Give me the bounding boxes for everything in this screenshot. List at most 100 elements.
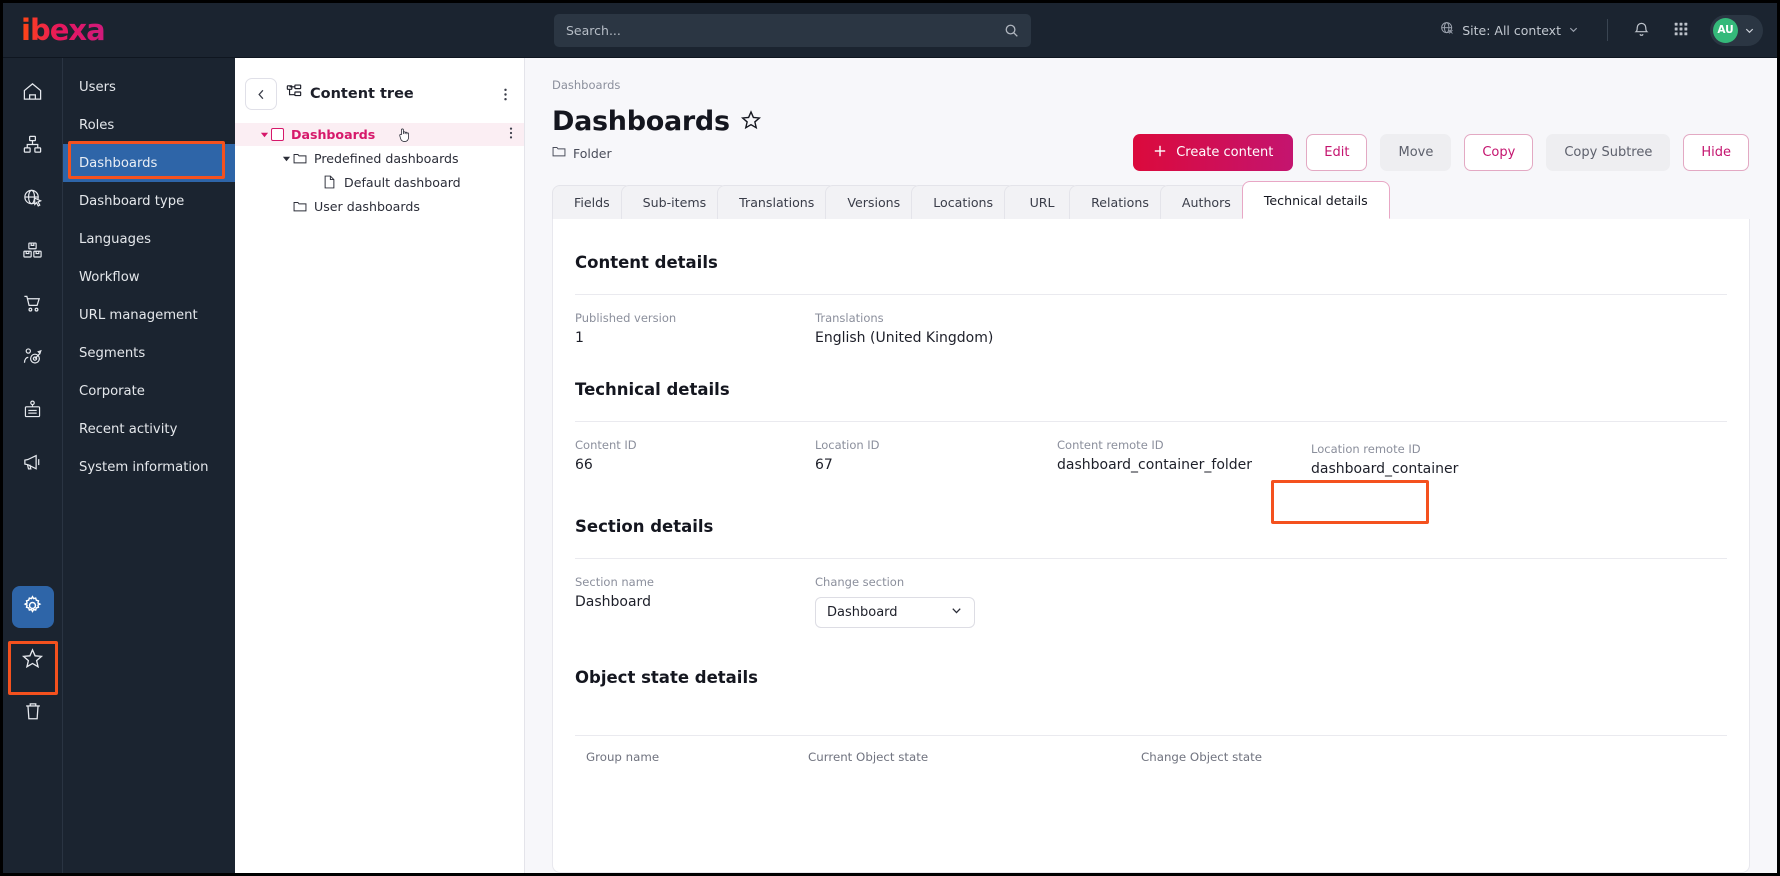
menu-item-dashboard-type[interactable]: Dashboard type bbox=[63, 182, 235, 220]
technical-details-fields: Content ID 66 Location ID 67 Content rem… bbox=[575, 438, 1727, 483]
avatar: AU bbox=[1713, 17, 1738, 43]
field-value: 67 bbox=[815, 457, 833, 473]
admin-menu: Users Roles Dashboards Dashboard type La… bbox=[62, 58, 235, 873]
column-header-group-name: Group name bbox=[586, 750, 660, 764]
chevron-down-icon[interactable] bbox=[257, 130, 271, 139]
rail-item-personalization[interactable] bbox=[12, 337, 54, 379]
edit-button[interactable]: Edit bbox=[1306, 134, 1368, 171]
menu-item-recent-activity[interactable]: Recent activity bbox=[63, 410, 235, 448]
apps-grid-icon[interactable] bbox=[1672, 20, 1692, 40]
menu-item-roles[interactable]: Roles bbox=[63, 106, 235, 144]
page-title: Dashboards bbox=[552, 106, 730, 137]
bookmark-star-icon[interactable] bbox=[740, 109, 762, 135]
tab-authors[interactable]: Authors bbox=[1159, 185, 1253, 219]
rail-item-admin[interactable] bbox=[11, 586, 54, 628]
user-menu[interactable]: AU bbox=[1710, 14, 1763, 46]
search-icon bbox=[1004, 23, 1019, 38]
plus-icon bbox=[1153, 144, 1167, 162]
tree-node-default-dashboard[interactable]: Default dashboard bbox=[235, 170, 524, 194]
rail-item-home[interactable] bbox=[12, 72, 54, 114]
create-content-button[interactable]: Create content bbox=[1133, 134, 1294, 171]
change-section-value: Dashboard bbox=[827, 605, 898, 620]
field-label: Content remote ID bbox=[1057, 438, 1164, 452]
menu-item-label: Workflow bbox=[79, 269, 140, 285]
divider bbox=[1607, 19, 1608, 41]
field-label: Content ID bbox=[575, 438, 637, 452]
field-value: dashboard_container_folder bbox=[1057, 457, 1253, 473]
chevron-down-icon bbox=[1744, 21, 1755, 40]
tab-locations[interactable]: Locations bbox=[911, 185, 1016, 219]
tree-node-options-icon[interactable] bbox=[504, 126, 518, 143]
chevron-down-icon bbox=[1568, 23, 1579, 38]
rail-item-customer[interactable] bbox=[12, 390, 54, 432]
content-tree-header: Content tree bbox=[235, 71, 524, 117]
copy-button[interactable]: Copy bbox=[1464, 134, 1534, 171]
chevron-down-icon[interactable] bbox=[279, 154, 293, 163]
tab-fields[interactable]: Fields bbox=[552, 185, 632, 219]
hide-button[interactable]: Hide bbox=[1683, 134, 1749, 171]
rail-item-trash[interactable] bbox=[12, 692, 54, 734]
tab-sub-items[interactable]: Sub-items bbox=[620, 185, 729, 219]
copy-subtree-button[interactable]: Copy Subtree bbox=[1546, 134, 1671, 171]
target-user-icon bbox=[22, 346, 43, 371]
globe-icon bbox=[1440, 21, 1455, 39]
change-section-select[interactable]: Dashboard bbox=[815, 597, 975, 628]
menu-item-segments[interactable]: Segments bbox=[63, 334, 235, 372]
logo[interactable]: ibexa bbox=[3, 3, 235, 57]
menu-item-label: Corporate bbox=[79, 383, 145, 399]
tab-versions[interactable]: Versions bbox=[825, 185, 923, 219]
technical-details-heading: Technical details bbox=[575, 380, 730, 399]
tree-node-predefined-dashboards[interactable]: Predefined dashboards bbox=[235, 146, 524, 170]
logo-text: ibexa bbox=[21, 13, 106, 47]
tab-translations[interactable]: Translations bbox=[717, 185, 837, 219]
menu-item-workflow[interactable]: Workflow bbox=[63, 258, 235, 296]
chevron-down-icon bbox=[950, 604, 963, 621]
field-published-version: Published version 1 bbox=[575, 311, 815, 346]
menu-item-system-information[interactable]: System information bbox=[63, 448, 235, 486]
content-tree-panel: Content tree Dashboards bbox=[235, 58, 525, 873]
tab-relations[interactable]: Relations bbox=[1069, 185, 1171, 219]
rail-item-bookmarks[interactable] bbox=[12, 639, 54, 681]
tab-technical-details[interactable]: Technical details bbox=[1241, 181, 1390, 219]
menu-item-users[interactable]: Users bbox=[63, 68, 235, 106]
menu-item-label: Languages bbox=[79, 231, 151, 247]
rail-item-content-structure[interactable] bbox=[12, 125, 54, 167]
object-state-table-header: Group name Current Object state Change O… bbox=[575, 735, 1727, 764]
rail-item-commerce[interactable] bbox=[12, 284, 54, 326]
field-location-id: Location ID 67 bbox=[815, 438, 1057, 483]
id-card-icon bbox=[22, 399, 43, 424]
content-tree-options-icon[interactable] bbox=[496, 85, 514, 103]
content-type-label: Folder bbox=[573, 145, 612, 161]
site-context-selector[interactable]: Site: All context bbox=[1440, 21, 1593, 39]
field-value: 1 bbox=[575, 330, 584, 346]
tree-node-checkbox[interactable] bbox=[271, 128, 284, 141]
move-button[interactable]: Move bbox=[1380, 134, 1452, 171]
home-icon bbox=[22, 81, 43, 106]
breadcrumb[interactable]: Dashboards bbox=[552, 78, 621, 92]
field-label: Published version bbox=[575, 311, 677, 325]
notifications-bell-icon[interactable] bbox=[1632, 20, 1652, 40]
field-location-remote-id: Location remote ID dashboard_container bbox=[1303, 438, 1466, 483]
rail-item-campaigns[interactable] bbox=[12, 443, 54, 485]
menu-item-label: Dashboard type bbox=[79, 193, 185, 209]
menu-item-corporate[interactable]: Corporate bbox=[63, 372, 235, 410]
section-details-heading: Section details bbox=[575, 517, 714, 536]
rail-item-site-management[interactable] bbox=[12, 178, 54, 220]
menu-item-languages[interactable]: Languages bbox=[63, 220, 235, 258]
section-details-fields: Section name Dashboard Change section Da… bbox=[575, 575, 1727, 628]
field-content-remote-id: Content remote ID dashboard_container_fo… bbox=[1057, 438, 1303, 483]
collapse-tree-button[interactable] bbox=[245, 78, 277, 110]
field-change-section: Change section Dashboard bbox=[815, 575, 975, 628]
tree-node-user-dashboards[interactable]: User dashboards bbox=[235, 194, 524, 218]
tree-node-dashboards[interactable]: Dashboards bbox=[235, 123, 524, 146]
rail-item-product-catalog[interactable] bbox=[12, 231, 54, 273]
menu-item-url-management[interactable]: URL management bbox=[63, 296, 235, 334]
content-type-row: Folder bbox=[525, 137, 1777, 161]
field-label: Change section bbox=[815, 575, 905, 589]
content-tree-icon bbox=[286, 84, 302, 104]
search-input[interactable]: Search... bbox=[554, 14, 1031, 47]
menu-item-dashboards[interactable]: Dashboards bbox=[63, 144, 235, 182]
tab-url[interactable]: URL bbox=[1004, 185, 1081, 219]
field-section-name: Section name Dashboard bbox=[575, 575, 815, 628]
menu-item-label: Recent activity bbox=[79, 421, 178, 437]
